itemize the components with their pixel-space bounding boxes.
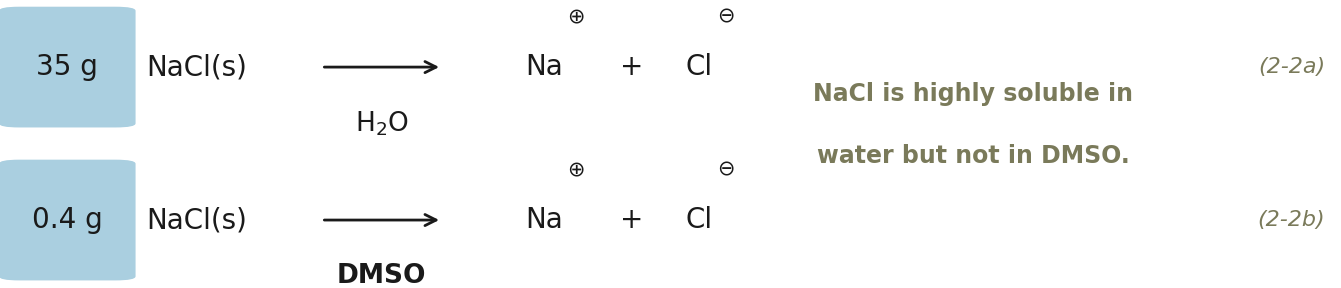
Text: Cl: Cl (685, 53, 712, 81)
FancyBboxPatch shape (0, 160, 135, 281)
Text: +: + (621, 53, 644, 81)
Text: ⊖: ⊖ (717, 6, 735, 26)
Text: Cl: Cl (685, 206, 712, 234)
Text: H$_2$O: H$_2$O (355, 109, 409, 138)
Text: ⊕: ⊕ (567, 6, 585, 26)
Text: ⊕: ⊕ (567, 159, 585, 179)
FancyBboxPatch shape (0, 7, 135, 128)
Text: 0.4 g: 0.4 g (32, 206, 103, 234)
Text: NaCl is highly soluble in: NaCl is highly soluble in (813, 82, 1133, 106)
Text: (2-2a): (2-2a) (1258, 57, 1325, 77)
Text: +: + (621, 206, 644, 234)
Text: water but not in DMSO.: water but not in DMSO. (817, 144, 1129, 168)
Text: DMSO: DMSO (337, 264, 426, 288)
Text: NaCl(s): NaCl(s) (146, 53, 247, 81)
Text: 35 g: 35 g (36, 53, 98, 81)
Text: Na: Na (524, 53, 563, 81)
Text: Na: Na (524, 206, 563, 234)
Text: ⊖: ⊖ (717, 159, 735, 179)
Text: (2-2b): (2-2b) (1258, 210, 1325, 230)
Text: NaCl(s): NaCl(s) (146, 206, 247, 234)
